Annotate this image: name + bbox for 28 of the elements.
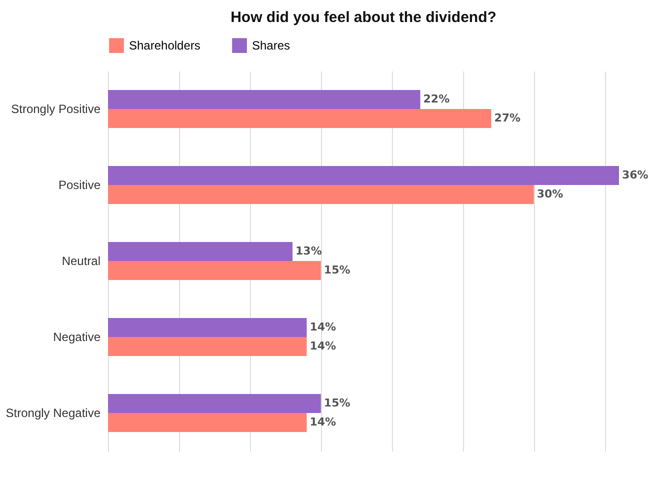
chart-title: How did you feel about the dividend? [230,9,496,26]
bar [108,166,619,185]
data-label: 15% [324,264,350,276]
y-tick-label: Neutral [62,254,100,268]
y-tick-label: Negative [53,330,101,344]
data-label: 13% [296,244,322,258]
bar [108,337,307,356]
y-tick-label: Strongly Negative [6,406,101,420]
bar [108,185,534,204]
data-label: 15% [324,396,350,410]
legend-label: Shareholders [129,38,200,53]
data-label: 36% [622,168,648,182]
bar [108,109,492,128]
data-label: 22% [423,92,450,106]
bar [108,242,293,261]
y-tick-label: Strongly Positive [11,102,101,116]
data-label: 14% [310,320,336,334]
bar [108,413,307,432]
data-label: 14% [310,340,336,352]
bar [108,261,321,280]
bar [108,394,321,413]
data-label: 27% [494,112,521,124]
bar [108,318,307,337]
y-tick-label: Positive [58,178,101,192]
data-label: 14% [310,416,336,428]
bar [108,90,420,109]
data-label: 30% [536,188,564,200]
legend-label: Shares [252,38,290,53]
